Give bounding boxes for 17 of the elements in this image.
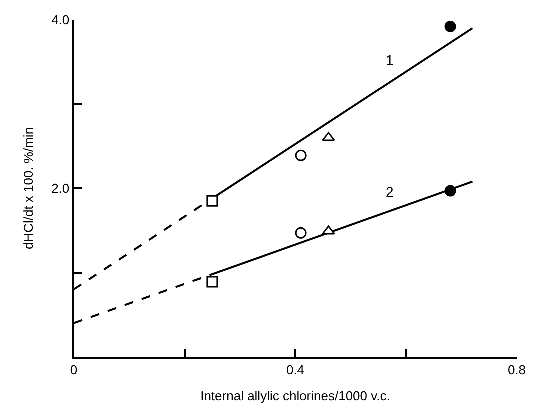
point xyxy=(444,20,456,32)
y-tick-label: 4.0 xyxy=(52,12,70,28)
series-label: 1 xyxy=(386,52,394,68)
y-tick-label: 2.0 xyxy=(52,181,70,196)
point xyxy=(295,227,307,239)
x-axis-title: Internal allylic chlorines/1000 v.c. xyxy=(200,388,390,404)
series-label: 2 xyxy=(386,184,394,200)
x-tick-label: 0.4 xyxy=(286,362,305,378)
x-tick-label: 0.8 xyxy=(508,362,526,378)
point xyxy=(444,185,456,197)
point xyxy=(206,276,218,288)
point xyxy=(295,150,307,162)
x-tick-label: 0 xyxy=(70,362,78,378)
point xyxy=(322,132,336,142)
point xyxy=(322,226,336,235)
y-axis-title: dHCl/dt x 100. %/min xyxy=(21,127,36,250)
point xyxy=(206,195,218,207)
